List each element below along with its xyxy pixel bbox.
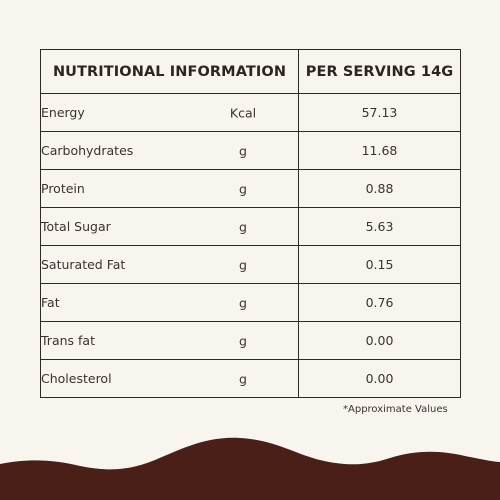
table-header-row: NUTRITIONAL INFORMATION PER SERVING 14G: [40, 49, 461, 94]
nutrient-unit: g: [239, 181, 247, 196]
nutrient-cell: Saturated Fat g: [40, 245, 299, 284]
nutrient-value: 0.88: [298, 169, 461, 208]
nutrient-name: Fat: [41, 295, 60, 310]
nutrient-cell: Cholesterol g: [40, 359, 299, 398]
nutrient-value: 0.00: [298, 359, 461, 398]
nutrient-name: Trans fat: [41, 333, 95, 348]
nutrient-value: 0.00: [298, 321, 461, 360]
nutrient-value: 11.68: [298, 131, 461, 170]
header-nutritional-information: NUTRITIONAL INFORMATION: [40, 49, 299, 94]
nutrient-value: 0.76: [298, 283, 461, 322]
nutrient-cell: Trans fat g: [40, 321, 299, 360]
table-row: Carbohydrates g 11.68: [40, 131, 461, 170]
nutrient-unit: g: [239, 143, 247, 158]
wave-shape: [0, 437, 500, 500]
nutrient-cell: Protein g: [40, 169, 299, 208]
nutrient-name: Protein: [41, 181, 85, 196]
table-row: Trans fat g 0.00: [40, 321, 461, 360]
nutrient-unit: g: [239, 333, 247, 348]
nutrient-cell: Carbohydrates g: [40, 131, 299, 170]
table-row: Cholesterol g 0.00: [40, 359, 461, 398]
nutrient-cell: Energy Kcal: [40, 93, 299, 132]
chocolate-wave-decoration: [0, 437, 500, 500]
nutrition-table: NUTRITIONAL INFORMATION PER SERVING 14G …: [40, 49, 461, 398]
nutrient-name: Energy: [41, 105, 85, 120]
table-row: Energy Kcal 57.13: [40, 93, 461, 132]
table-row: Protein g 0.88: [40, 169, 461, 208]
nutrient-value: 0.15: [298, 245, 461, 284]
nutrient-value: 5.63: [298, 207, 461, 246]
table-row: Total Sugar g 5.63: [40, 207, 461, 246]
nutrient-name: Saturated Fat: [41, 257, 126, 272]
nutrient-unit: g: [239, 219, 247, 234]
nutrient-name: Total Sugar: [41, 219, 111, 234]
nutrient-name: Carbohydrates: [41, 143, 134, 158]
nutrient-cell: Total Sugar g: [40, 207, 299, 246]
header-per-serving: PER SERVING 14G: [298, 49, 461, 94]
table-row: Saturated Fat g 0.15: [40, 245, 461, 284]
nutrient-name: Cholesterol: [41, 371, 112, 386]
table-row: Fat g 0.76: [40, 283, 461, 322]
nutrient-value: 57.13: [298, 93, 461, 132]
approximate-values-footnote: *Approximate Values: [343, 404, 448, 415]
nutrient-unit: g: [239, 257, 247, 272]
nutrient-unit: Kcal: [229, 105, 257, 120]
nutrient-unit: g: [239, 295, 247, 310]
nutrient-cell: Fat g: [40, 283, 299, 322]
nutrient-unit: g: [239, 371, 247, 386]
